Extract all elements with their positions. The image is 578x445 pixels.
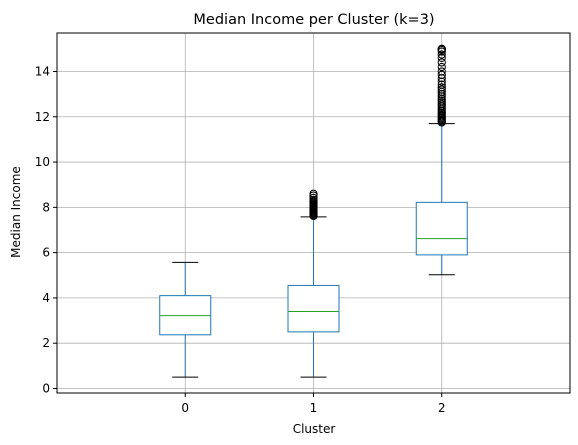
- outlier-point: [437, 58, 446, 67]
- y-tick-label: 12: [35, 110, 50, 124]
- outlier-point: [437, 85, 446, 94]
- outlier-point: [437, 62, 446, 72]
- x-tick-label: 0: [181, 401, 189, 415]
- outlier-point: [437, 80, 446, 89]
- box-group-cluster-1: [287, 189, 340, 378]
- y-tick-label: 2: [42, 336, 50, 350]
- outlier-point: [437, 67, 446, 76]
- box-group-cluster-0: [159, 261, 212, 378]
- y-tick-label: 14: [35, 64, 50, 78]
- box-group-cluster-2: [415, 44, 468, 276]
- outlier-point: [309, 189, 318, 198]
- y-tick-label: 4: [42, 291, 50, 305]
- iqr-box: [287, 284, 340, 333]
- x-axis-label: Cluster: [293, 422, 336, 436]
- y-tick-label: 6: [42, 246, 50, 260]
- iqr-box: [415, 201, 468, 256]
- x-tick-label: 2: [438, 401, 446, 415]
- y-tick-label: 10: [35, 155, 50, 169]
- x-tick-label: 1: [310, 401, 318, 415]
- outlier-point: [437, 53, 446, 63]
- y-tick-label: 0: [42, 381, 50, 395]
- outlier-point: [309, 195, 318, 204]
- outlier-point: [437, 70, 446, 79]
- box-series: [159, 44, 468, 378]
- y-axis-label: Median Income: [9, 166, 23, 258]
- chart-title: Median Income per Cluster (k=3): [193, 12, 434, 28]
- outlier-point: [437, 50, 446, 59]
- outlier-point: [309, 193, 318, 202]
- outlier-point: [437, 44, 446, 53]
- outlier-point: [437, 83, 446, 92]
- y-tick-label: 8: [42, 200, 50, 214]
